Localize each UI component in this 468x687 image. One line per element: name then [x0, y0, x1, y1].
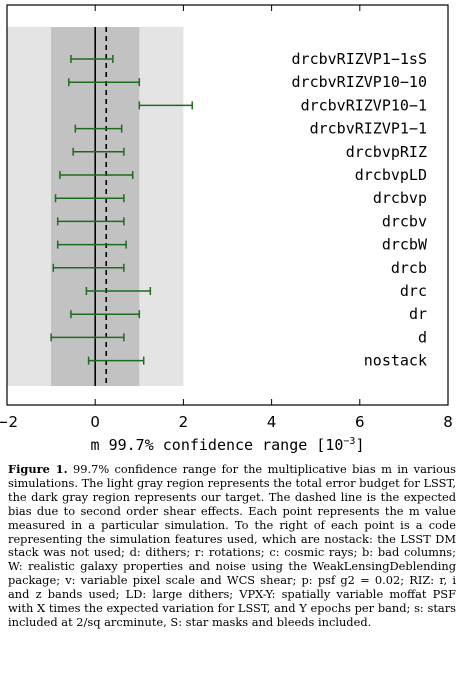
- row-label: nostack: [364, 352, 427, 370]
- row-label: drc: [400, 282, 427, 300]
- row-label: drcbvRIZVP10−1: [301, 96, 427, 114]
- row-label: drcbvRIZVP1−1sS: [292, 50, 427, 68]
- chart: drcbvRIZVP1−1sSdrcbvRIZVP10−10drcbvRIZVP…: [0, 4, 453, 454]
- errorbar-5: [59, 171, 134, 179]
- errorbar-10: [85, 287, 152, 295]
- x-tick-label: 4: [267, 413, 277, 431]
- x-tick-label: 2: [179, 413, 189, 431]
- errorbar-4: [72, 147, 125, 156]
- errorbar-9: [52, 263, 125, 272]
- row-label: drcbvpLD: [355, 166, 427, 184]
- plot-frame: [6, 4, 449, 406]
- x-axis-tick-labels: −2 0 2 4 6 8: [0, 413, 453, 431]
- row-label: drcbv: [382, 212, 427, 230]
- x-axis-label: m 99.7% confidence range [10−3]: [91, 436, 365, 454]
- row-label: drcbvpRIZ: [346, 143, 427, 161]
- x-tick-label: −2: [0, 413, 18, 431]
- row-label: drcbvRIZVP1−1: [310, 120, 427, 138]
- errorbar-0: [70, 55, 114, 63]
- row-label: drcb: [391, 259, 427, 277]
- row-label: drcbvp: [373, 189, 427, 207]
- x-axis-ticks: [6, 5, 449, 405]
- figure-caption: Figure 1. 99.7% confidence range for the…: [8, 462, 457, 630]
- row-labels: drcbvRIZVP1−1sS drcbvRIZVP10−10 drcbvRIZVP…: [292, 50, 428, 370]
- row-label: drcbW: [382, 236, 428, 254]
- errorbar-13: [87, 356, 145, 365]
- x-tick-label: 0: [90, 413, 100, 431]
- errorbar-8: [56, 240, 127, 249]
- errorbar-3: [74, 124, 123, 133]
- x-tick-label: 6: [355, 413, 365, 431]
- row-label: d: [418, 328, 427, 346]
- errorbar-12: [50, 333, 125, 342]
- errorbar-11: [70, 310, 141, 319]
- x-tick-label: 8: [443, 413, 453, 431]
- figure-label: Figure 1.: [8, 462, 68, 476]
- errorbars: [50, 55, 193, 365]
- row-label: dr: [409, 305, 427, 323]
- errorbar-7: [56, 217, 125, 226]
- errorbar-6: [54, 194, 125, 203]
- caption-text: 99.7% confidence range for the multiplic…: [8, 462, 457, 629]
- errorbar-1: [67, 78, 141, 87]
- errorbar-2: [138, 101, 193, 110]
- row-label: drcbvRIZVP10−10: [292, 73, 427, 91]
